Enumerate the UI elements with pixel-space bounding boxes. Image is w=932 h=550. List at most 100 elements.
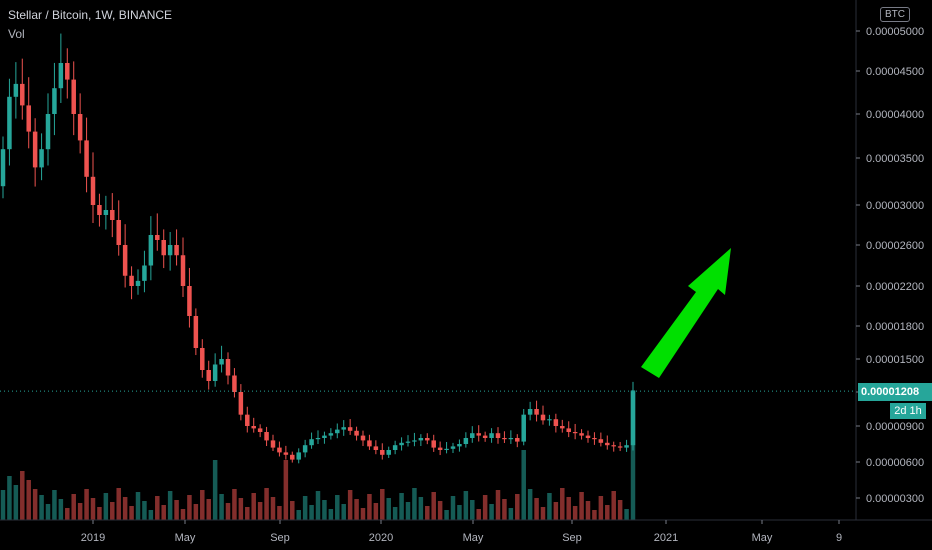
volume-bar bbox=[290, 501, 295, 520]
volume-bar bbox=[322, 500, 327, 520]
volume-bar bbox=[148, 510, 154, 520]
candle-body bbox=[463, 438, 469, 444]
candle-body bbox=[322, 435, 327, 438]
volume-bar bbox=[624, 509, 629, 520]
bar-countdown: 2d 1h bbox=[890, 403, 926, 419]
candle-body bbox=[187, 286, 192, 316]
volume-bar bbox=[129, 506, 134, 520]
candle-body bbox=[566, 428, 571, 432]
candle-body bbox=[367, 440, 372, 447]
candle-body bbox=[617, 446, 623, 448]
candle-body bbox=[592, 438, 597, 440]
y-tick-label: 0.00002600 bbox=[866, 240, 924, 252]
volume-bar bbox=[367, 494, 372, 520]
y-tick-label: 0.00002200 bbox=[866, 281, 924, 293]
volume-bar bbox=[277, 506, 282, 520]
y-tick-label: 0.00001500 bbox=[866, 354, 924, 366]
candle-body bbox=[540, 414, 546, 421]
volume-bar bbox=[592, 510, 597, 520]
volume-bar bbox=[450, 496, 456, 520]
candle-body bbox=[90, 176, 96, 205]
volume-bar bbox=[167, 491, 173, 520]
volume-bar bbox=[264, 488, 269, 520]
volume-bar bbox=[412, 488, 417, 520]
candle-body bbox=[45, 114, 51, 150]
volume-bar bbox=[482, 495, 488, 520]
candle-body bbox=[482, 435, 488, 438]
candle-body bbox=[232, 375, 237, 392]
candle-body bbox=[264, 432, 269, 441]
candle-body bbox=[309, 439, 314, 446]
green-arrow-annotation bbox=[641, 248, 731, 378]
candle-body bbox=[373, 446, 379, 450]
x-tick-label: Sep bbox=[562, 532, 582, 544]
volume-bar bbox=[328, 509, 334, 520]
candle-body bbox=[444, 448, 449, 450]
candle-body bbox=[142, 265, 147, 281]
candle-body bbox=[225, 359, 231, 376]
y-tick-label: 0.00001800 bbox=[866, 321, 924, 333]
currency-button[interactable]: BTC bbox=[880, 7, 910, 22]
volume-bar bbox=[257, 502, 263, 520]
volume-bar bbox=[45, 504, 51, 520]
candle-body bbox=[39, 149, 44, 168]
volume-bar bbox=[65, 508, 70, 520]
candle-body bbox=[129, 275, 134, 286]
volume-bar bbox=[437, 501, 443, 520]
candlestick-series bbox=[0, 33, 636, 464]
volume-bar bbox=[598, 496, 604, 520]
volume-bar bbox=[418, 497, 424, 520]
candle-body bbox=[431, 440, 436, 448]
volume-bar bbox=[463, 491, 469, 520]
y-tick-label: 0.00003500 bbox=[866, 153, 924, 165]
volume-label: Vol bbox=[8, 27, 25, 41]
candle-body bbox=[412, 440, 417, 442]
x-tick-label: 2020 bbox=[369, 532, 393, 544]
candle-body bbox=[180, 255, 186, 286]
candle-body bbox=[572, 432, 578, 434]
volume-bar bbox=[122, 497, 128, 520]
volume-bar bbox=[232, 489, 237, 520]
volume-bar bbox=[270, 497, 276, 520]
candle-body bbox=[521, 414, 526, 442]
volume-bar bbox=[84, 489, 89, 520]
volume-bar bbox=[521, 450, 526, 520]
volume-bar bbox=[206, 499, 211, 520]
volume-bar bbox=[399, 493, 404, 520]
volume-bar bbox=[431, 492, 436, 520]
candle-body bbox=[450, 446, 456, 449]
candle-body bbox=[630, 391, 636, 446]
candle-body bbox=[84, 140, 89, 177]
x-tick-label: 2021 bbox=[654, 532, 678, 544]
volume-bar bbox=[392, 507, 398, 520]
volume-bar bbox=[200, 490, 205, 520]
volume-bar bbox=[219, 494, 224, 520]
candle-body bbox=[598, 439, 604, 443]
y-tick-label: 0.00004000 bbox=[866, 109, 924, 121]
candle-body bbox=[174, 245, 179, 256]
current-price-tag: 0.00001208 bbox=[858, 383, 932, 401]
candle-body bbox=[193, 316, 199, 348]
y-tick-label: 0.00004500 bbox=[866, 66, 924, 78]
volume-bar bbox=[39, 495, 44, 520]
candle-body bbox=[58, 63, 64, 89]
volume-bar bbox=[489, 504, 494, 520]
volume-bar bbox=[32, 489, 38, 520]
candle-body bbox=[283, 452, 289, 455]
volume-bar bbox=[315, 491, 321, 520]
candle-body bbox=[206, 370, 211, 381]
volume-bar bbox=[495, 490, 501, 520]
candle-body bbox=[534, 409, 539, 415]
candle-body bbox=[13, 83, 19, 97]
candle-body bbox=[476, 433, 481, 436]
volume-bar bbox=[360, 508, 366, 520]
candle-body bbox=[354, 430, 359, 436]
y-tick-label: 0.00000600 bbox=[866, 457, 924, 469]
candle-body bbox=[585, 435, 591, 438]
volume-bar bbox=[238, 498, 244, 520]
candle-body bbox=[489, 433, 494, 438]
volume-bar bbox=[13, 485, 19, 520]
volume-bar bbox=[476, 509, 481, 520]
candle-body bbox=[167, 245, 173, 256]
